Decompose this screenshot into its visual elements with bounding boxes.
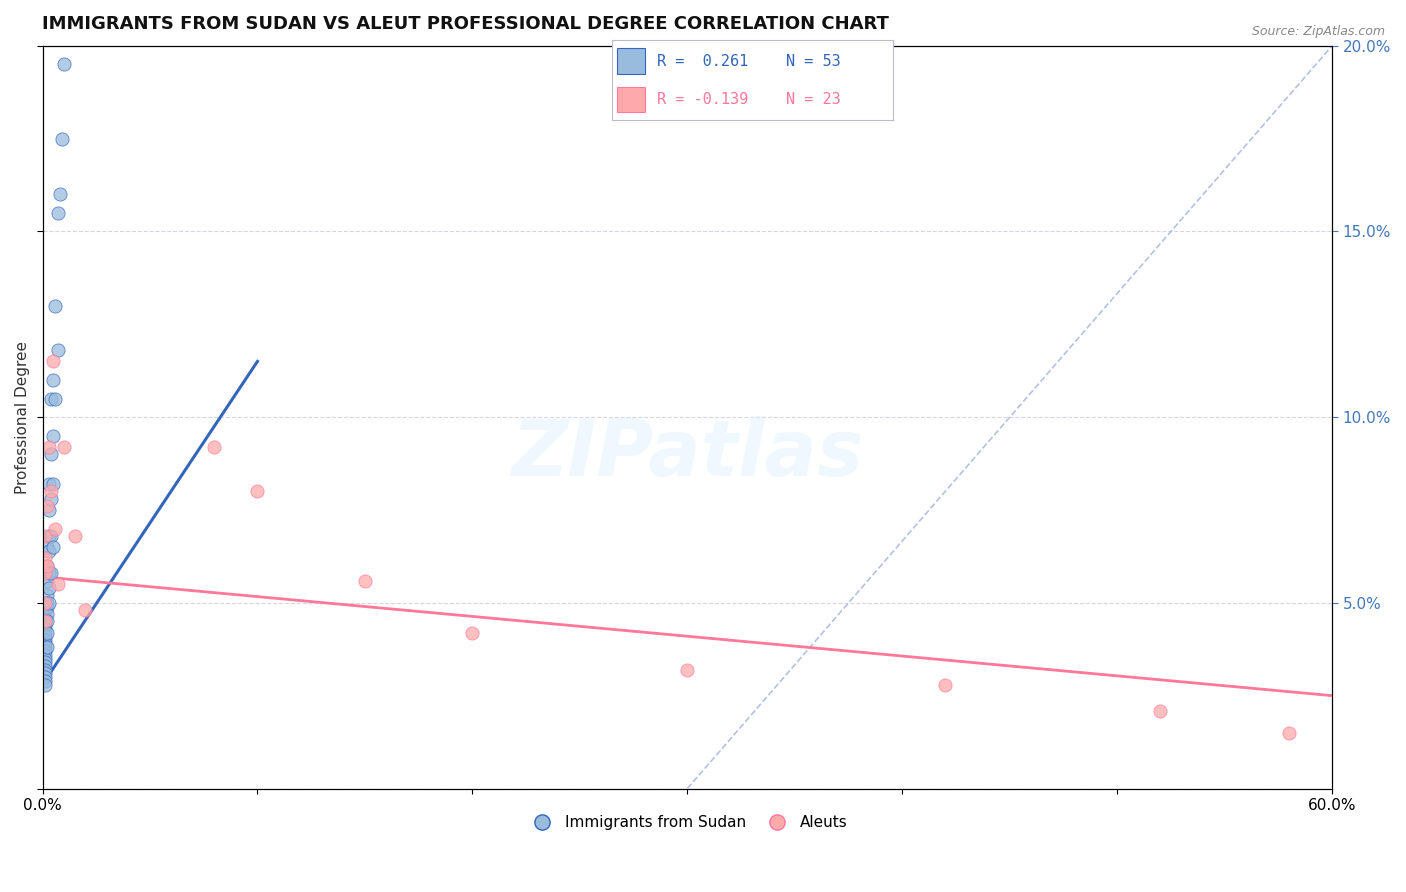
- Aleuts: [35, 558, 58, 573]
- Immigrants from Sudan: [34, 618, 56, 632]
- Immigrants from Sudan: [39, 392, 62, 406]
- Immigrants from Sudan: [46, 206, 69, 220]
- Immigrants from Sudan: [35, 588, 58, 602]
- Aleuts: [34, 596, 56, 610]
- Aleuts: [75, 603, 97, 617]
- Immigrants from Sudan: [38, 581, 60, 595]
- Text: Source: ZipAtlas.com: Source: ZipAtlas.com: [1251, 25, 1385, 38]
- Aleuts: [38, 440, 60, 454]
- Immigrants from Sudan: [35, 574, 58, 588]
- Aleuts: [39, 484, 62, 499]
- Immigrants from Sudan: [38, 596, 60, 610]
- Immigrants from Sudan: [34, 632, 56, 647]
- Aleuts: [246, 484, 269, 499]
- Immigrants from Sudan: [34, 629, 56, 643]
- Y-axis label: Professional Degree: Professional Degree: [15, 341, 30, 493]
- Aleuts: [1278, 726, 1301, 740]
- Immigrants from Sudan: [35, 599, 58, 614]
- Immigrants from Sudan: [42, 373, 65, 387]
- Text: IMMIGRANTS FROM SUDAN VS ALEUT PROFESSIONAL DEGREE CORRELATION CHART: IMMIGRANTS FROM SUDAN VS ALEUT PROFESSIO…: [42, 15, 890, 33]
- Immigrants from Sudan: [38, 529, 60, 543]
- Immigrants from Sudan: [34, 677, 56, 691]
- Immigrants from Sudan: [51, 131, 73, 145]
- Aleuts: [42, 354, 65, 368]
- Aleuts: [34, 615, 56, 629]
- Immigrants from Sudan: [39, 529, 62, 543]
- Immigrants from Sudan: [34, 655, 56, 669]
- Text: R =  0.261: R = 0.261: [657, 54, 748, 69]
- Immigrants from Sudan: [34, 666, 56, 681]
- Immigrants from Sudan: [35, 558, 58, 573]
- Aleuts: [354, 574, 377, 588]
- Bar: [617, 48, 645, 74]
- Immigrants from Sudan: [42, 477, 65, 491]
- Immigrants from Sudan: [34, 673, 56, 688]
- Immigrants from Sudan: [35, 615, 58, 629]
- Aleuts: [35, 500, 58, 514]
- Aleuts: [34, 566, 56, 580]
- Immigrants from Sudan: [35, 596, 58, 610]
- Immigrants from Sudan: [34, 644, 56, 658]
- Immigrants from Sudan: [35, 607, 58, 621]
- Immigrants from Sudan: [34, 651, 56, 665]
- Aleuts: [34, 551, 56, 566]
- Aleuts: [44, 522, 66, 536]
- Legend: Immigrants from Sudan, Aleuts: Immigrants from Sudan, Aleuts: [522, 809, 853, 837]
- Immigrants from Sudan: [39, 447, 62, 461]
- Immigrants from Sudan: [34, 637, 56, 651]
- Aleuts: [1149, 704, 1171, 718]
- Immigrants from Sudan: [35, 640, 58, 655]
- Immigrants from Sudan: [46, 343, 69, 358]
- Immigrants from Sudan: [34, 648, 56, 662]
- Aleuts: [34, 529, 56, 543]
- Aleuts: [676, 663, 699, 677]
- Immigrants from Sudan: [34, 622, 56, 636]
- Immigrants from Sudan: [39, 566, 62, 580]
- Immigrants from Sudan: [53, 57, 76, 71]
- Aleuts: [934, 677, 956, 691]
- Immigrants from Sudan: [34, 659, 56, 673]
- Immigrants from Sudan: [34, 640, 56, 655]
- Text: R = -0.139: R = -0.139: [657, 92, 748, 107]
- Immigrants from Sudan: [34, 663, 56, 677]
- Aleuts: [204, 440, 226, 454]
- Immigrants from Sudan: [44, 299, 66, 313]
- Immigrants from Sudan: [34, 610, 56, 624]
- Immigrants from Sudan: [42, 428, 65, 442]
- Bar: [617, 87, 645, 112]
- Immigrants from Sudan: [35, 540, 58, 554]
- Immigrants from Sudan: [35, 625, 58, 640]
- Immigrants from Sudan: [39, 491, 62, 506]
- Text: N = 23: N = 23: [786, 92, 841, 107]
- Aleuts: [63, 529, 86, 543]
- Immigrants from Sudan: [38, 503, 60, 517]
- Immigrants from Sudan: [38, 544, 60, 558]
- Aleuts: [53, 440, 76, 454]
- Text: ZIPatlas: ZIPatlas: [512, 417, 863, 492]
- Immigrants from Sudan: [34, 670, 56, 684]
- Text: N = 53: N = 53: [786, 54, 841, 69]
- Immigrants from Sudan: [34, 603, 56, 617]
- Immigrants from Sudan: [38, 566, 60, 580]
- Immigrants from Sudan: [48, 187, 70, 202]
- Immigrants from Sudan: [38, 477, 60, 491]
- Aleuts: [461, 625, 484, 640]
- Immigrants from Sudan: [42, 540, 65, 554]
- Immigrants from Sudan: [44, 392, 66, 406]
- Immigrants from Sudan: [34, 625, 56, 640]
- Aleuts: [46, 577, 69, 591]
- Immigrants from Sudan: [34, 596, 56, 610]
